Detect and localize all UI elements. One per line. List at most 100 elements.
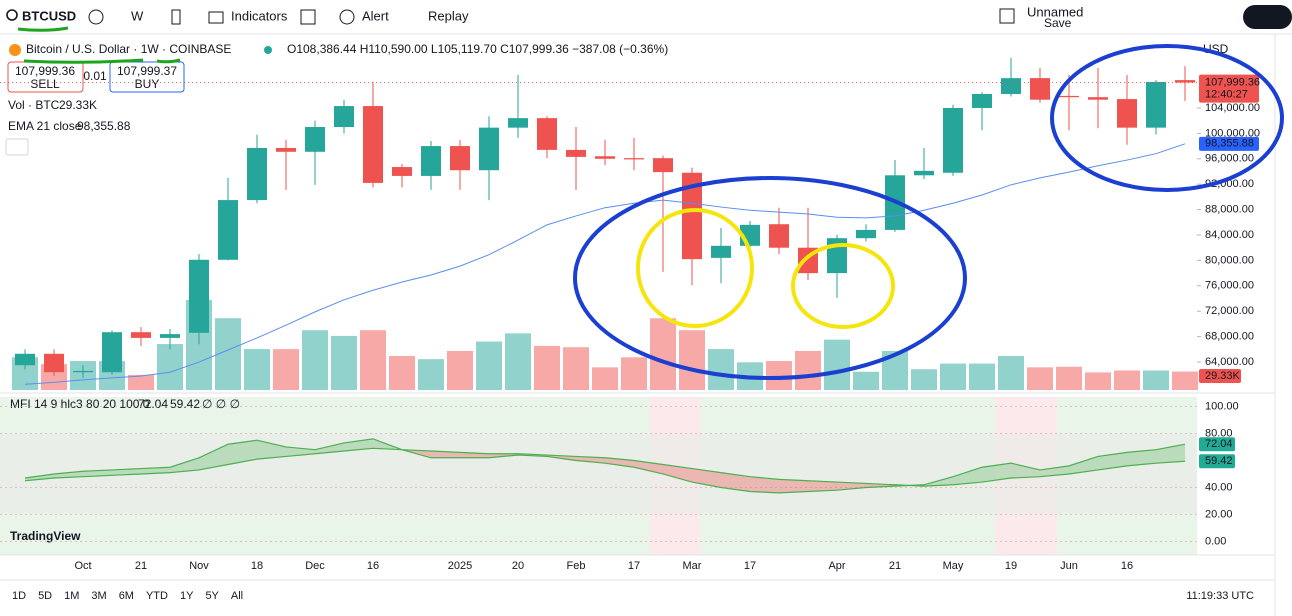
candle-body xyxy=(73,370,93,373)
annotation-underline xyxy=(156,58,181,64)
last-price: 107,999.36 xyxy=(1205,76,1260,88)
candle-body xyxy=(769,224,789,248)
x-tick-label: 19 xyxy=(1005,560,1017,572)
y-tick-label: 72,000.00 xyxy=(1205,305,1254,317)
volume-bar xyxy=(621,357,647,390)
y-tick-label: 68,000.00 xyxy=(1205,331,1254,343)
mfi-fill xyxy=(1069,456,1098,474)
volume-last: 29.33K xyxy=(1205,370,1241,382)
mfi-fill xyxy=(1040,465,1069,477)
collapse-button[interactable] xyxy=(5,138,29,156)
layout-name[interactable]: Unnamed xyxy=(1027,4,1083,19)
add-symbol[interactable] xyxy=(88,9,104,25)
candle-body xyxy=(392,167,412,176)
candle-body xyxy=(624,158,644,160)
mfi-fill xyxy=(199,444,228,470)
mfi-line xyxy=(24,438,1186,494)
volume-bar xyxy=(273,349,299,390)
volume-bar xyxy=(795,350,821,390)
annotation-circle xyxy=(791,243,895,329)
y-tick-label: 76,000.00 xyxy=(1205,280,1254,292)
volume-bar xyxy=(563,347,589,390)
volume-title: Vol · BTC xyxy=(8,98,60,112)
range-button[interactable]: 1D xyxy=(12,590,26,602)
mfi-fill xyxy=(25,473,54,481)
range-button[interactable]: 5Y xyxy=(205,590,219,602)
candle-body xyxy=(566,149,586,157)
legend-title: Bitcoin / U.S. Dollar · 1W · COINBASE xyxy=(26,42,231,56)
volume-bar xyxy=(505,333,531,390)
mfi-fill xyxy=(257,440,286,460)
ema-value: 98,355.88 xyxy=(77,119,131,133)
range-button[interactable]: YTD xyxy=(146,590,168,602)
indicators[interactable]: Indicators xyxy=(231,8,288,23)
volume-bar xyxy=(1085,372,1111,390)
volume-bar xyxy=(302,330,328,390)
range-button[interactable]: 5D xyxy=(38,590,52,602)
interval[interactable]: W xyxy=(131,8,144,23)
x-tick-label: Dec xyxy=(305,560,325,572)
buy-button[interactable] xyxy=(109,61,185,93)
mfi-label-box xyxy=(1199,454,1235,469)
y-tick-label: 80,000.00 xyxy=(1205,254,1254,266)
candle-body xyxy=(102,332,122,373)
publish[interactable]: Pub xyxy=(1252,8,1275,23)
range-button[interactable]: 1M xyxy=(64,590,79,602)
ema-title: EMA 21 close xyxy=(8,119,82,133)
volume-bar xyxy=(679,330,705,390)
candle-body xyxy=(972,93,992,108)
volume-bar xyxy=(708,349,734,390)
x-tick-label: Mar xyxy=(683,560,702,572)
y-tick-label: 96,000.00 xyxy=(1205,153,1254,165)
mfi-title: MFI 14 9 hlc3 80 20 100 0 xyxy=(10,397,150,411)
mfi-fill xyxy=(1098,452,1127,470)
candle-body xyxy=(537,118,557,150)
mfi-fill xyxy=(141,467,170,474)
candle-body xyxy=(363,106,383,183)
candle-body xyxy=(421,146,441,176)
candle-body xyxy=(1117,99,1137,128)
layout-icon xyxy=(999,8,1015,24)
volume-bar xyxy=(157,344,183,390)
mfi-fill xyxy=(576,456,605,464)
candle-body xyxy=(450,146,470,171)
volume-box xyxy=(1199,369,1241,383)
save[interactable]: Save xyxy=(1044,16,1072,30)
chart-type[interactable] xyxy=(171,9,181,25)
range-button[interactable]: 1Y xyxy=(180,590,194,602)
alert[interactable]: Alert xyxy=(362,8,389,23)
candle-body xyxy=(15,353,35,366)
replay[interactable]: Replay xyxy=(428,8,469,23)
symbol[interactable]: BTCUSD xyxy=(22,8,76,23)
range-button[interactable]: 3M xyxy=(91,590,106,602)
y-tick-label: 0.00 xyxy=(1205,535,1226,547)
spread: 0.01 xyxy=(83,69,107,83)
volume-bar xyxy=(911,369,937,390)
templates[interactable] xyxy=(300,9,316,25)
candle-body xyxy=(189,259,209,333)
publish-button[interactable] xyxy=(1243,5,1292,29)
x-tick-label: 18 xyxy=(251,560,263,572)
x-tick-label: 17 xyxy=(628,560,640,572)
mfi-fill xyxy=(953,467,982,485)
range-button[interactable]: 6M xyxy=(119,590,134,602)
x-tick-label: Nov xyxy=(189,560,209,572)
volume-bar xyxy=(360,330,386,390)
candle-body xyxy=(44,353,64,373)
volume-bar xyxy=(128,374,154,390)
mfi-extra: ∅ ∅ ∅ xyxy=(202,397,240,411)
range-button[interactable]: All xyxy=(231,590,243,602)
x-tick-label: 16 xyxy=(367,560,379,572)
volume-bar xyxy=(1056,366,1082,390)
volume-value: 29.33K xyxy=(59,98,97,112)
x-tick-label: Jun xyxy=(1060,560,1078,572)
search-icon[interactable] xyxy=(6,9,18,21)
ema-last: 98,355.88 xyxy=(1205,138,1254,150)
mfi-fill xyxy=(315,442,344,454)
mfi-fill xyxy=(692,468,721,488)
volume-bar xyxy=(650,318,676,390)
countdown: 12:40:27 xyxy=(1205,88,1248,100)
x-tick-label: Oct xyxy=(74,560,91,572)
buy-price: 107,999.37 xyxy=(117,64,177,78)
sell-label: SELL xyxy=(30,77,60,91)
